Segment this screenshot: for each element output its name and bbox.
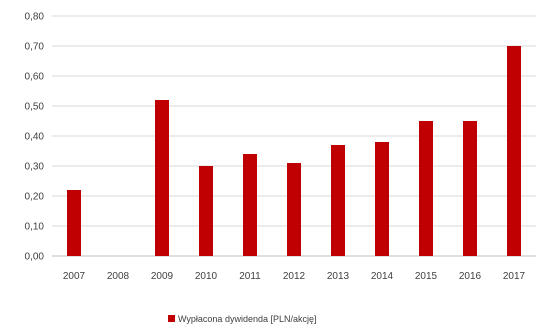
bar-2009 [155,100,169,256]
y-tick-label: 0,80 [25,12,45,23]
y-tick-label: 0,70 [25,42,45,53]
x-tick-label: 2009 [151,271,174,282]
x-tick-label: 2010 [195,271,218,282]
x-tick-label: 2011 [239,271,261,282]
bar-2013 [331,145,345,256]
x-tick-label: 2012 [283,271,306,282]
y-tick-label: 0,40 [25,132,45,143]
bar-2007 [67,190,81,256]
x-tick-label: 2007 [63,271,86,282]
bar-2015 [419,121,433,256]
bar-2014 [375,142,389,256]
y-tick-label: 0,20 [25,192,45,203]
x-tick-label: 2016 [459,271,482,282]
legend: Wypłacona dywidenda [PLN/akcję] [168,314,317,324]
bar-2016 [463,121,477,256]
y-tick-label: 0,60 [25,72,45,83]
x-tick-label: 2015 [415,271,438,282]
legend-label: Wypłacona dywidenda [PLN/akcję] [178,314,317,324]
legend-swatch [168,315,175,322]
bar-2012 [287,163,301,256]
gridlines [52,15,536,257]
y-tick-label: 0,10 [25,222,45,233]
x-tick-label: 2014 [371,271,394,282]
bars [67,46,521,256]
x-tick-label: 2008 [107,271,130,282]
x-tick-label: 2017 [503,271,526,282]
y-tick-label: 0,30 [25,162,45,173]
bar-2017 [507,46,521,256]
x-tick-label: 2013 [327,271,350,282]
y-tick-label: 0,00 [25,252,45,263]
bar-2010 [199,166,213,256]
y-tick-label: 0,50 [25,102,45,113]
y-axis-tick-labels: 0,00 0,10 0,20 0,30 0,40 0,50 0,60 0,70 0,80 [25,12,45,263]
x-axis-tick-labels: 2007 2008 2009 2010 2011 2012 2013 2014 2015 2016… [63,271,526,282]
bar-2011 [243,154,257,256]
